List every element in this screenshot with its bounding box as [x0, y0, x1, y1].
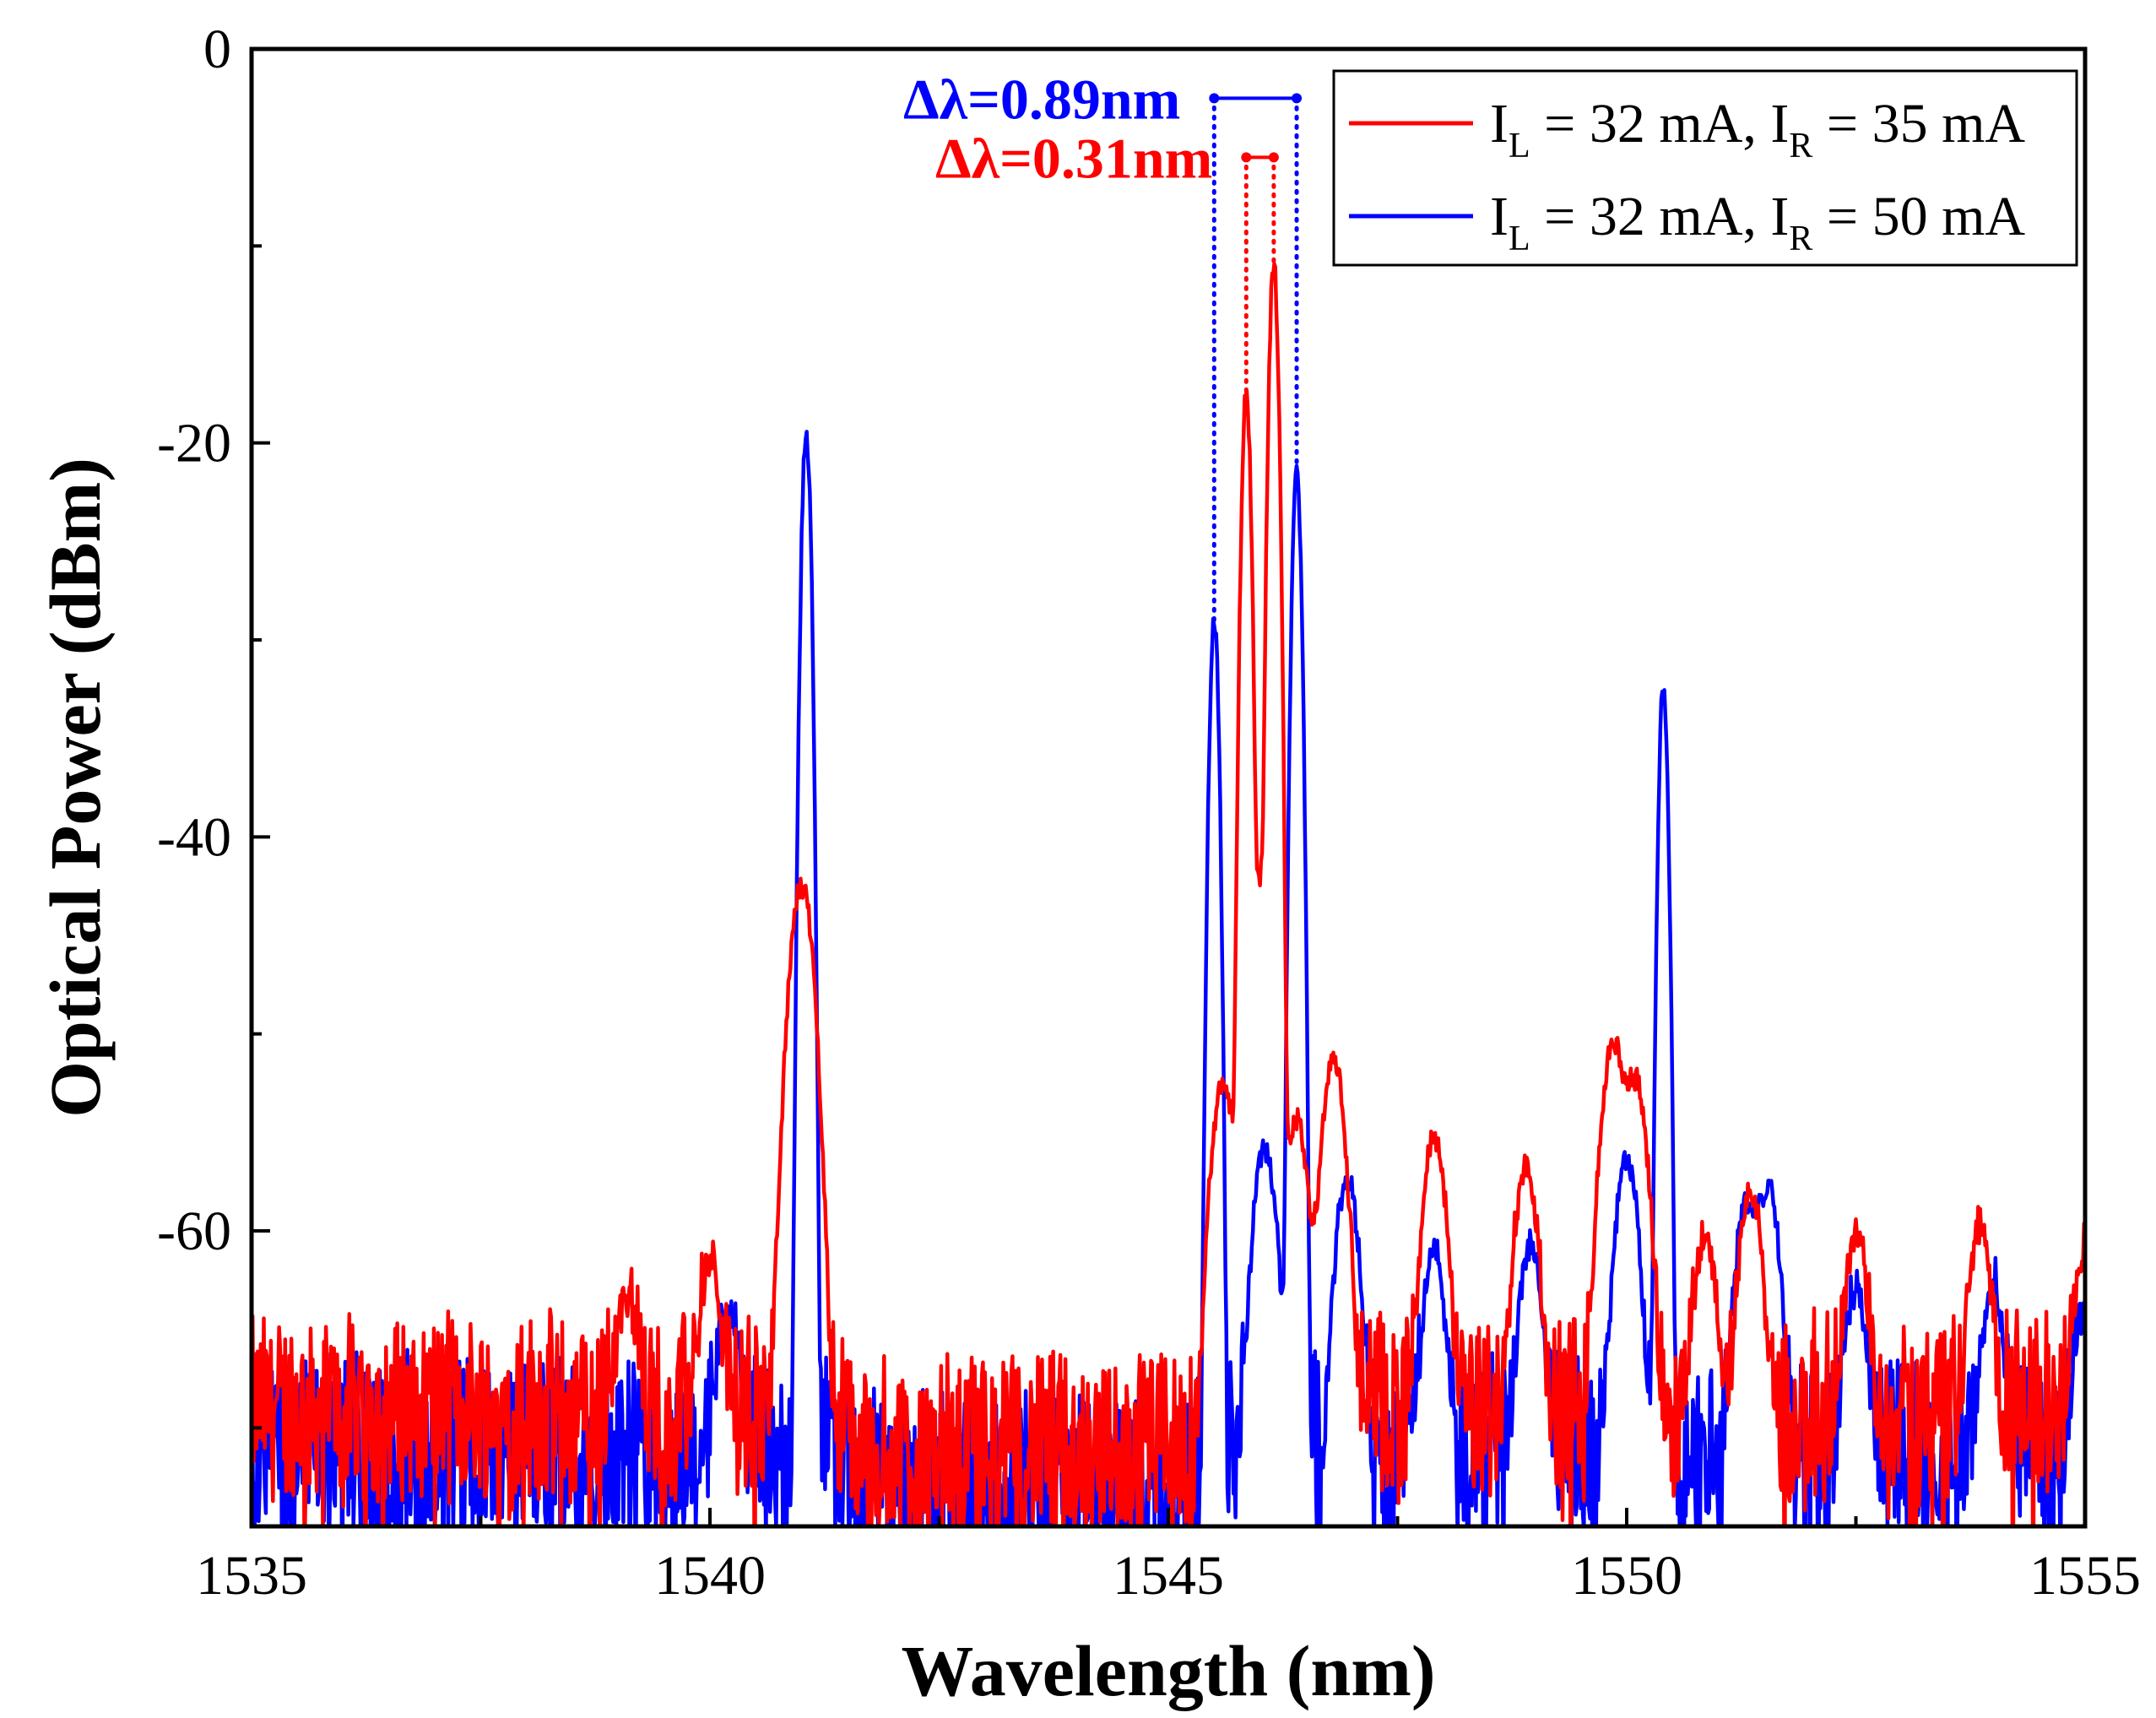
delta-endpoint: [1268, 152, 1279, 163]
series-line-1: [252, 262, 2085, 1526]
legend-text-part: = 50 mA: [1812, 186, 2025, 247]
y-axis-title: Optical Power (dBm): [35, 458, 116, 1118]
x-tick-label: 1555: [2029, 1545, 2141, 1607]
delta-endpoint: [1209, 93, 1220, 104]
legend-subscript: R: [1789, 219, 1812, 258]
delta-endpoint: [1292, 93, 1303, 104]
delta-lambda-label: Δλ=0.89nm: [903, 67, 1180, 131]
legend-subscript: L: [1509, 127, 1530, 165]
delta-endpoint: [1241, 152, 1252, 163]
x-tick-label: 1535: [196, 1545, 307, 1607]
x-tick-label: 1550: [1571, 1545, 1682, 1607]
legend-text-part: I: [1490, 93, 1509, 154]
legend-box: [1332, 69, 2078, 267]
x-tick-label: 1540: [654, 1545, 766, 1607]
legend-text-part: I: [1490, 186, 1509, 247]
legend-text-part: = 32 mA, I: [1530, 93, 1790, 154]
delta-lambda-label: Δλ=0.31nm: [935, 126, 1212, 190]
y-tick-label: -60: [157, 1200, 231, 1262]
x-tick-label: 1545: [1113, 1545, 1224, 1607]
legend-text-part: = 35 mA: [1812, 93, 2025, 154]
x-axis-title: Wavelength (nm): [901, 1630, 1435, 1711]
tick-layer: 1535 1540 1545 1550 1555 0 -20 -40 -60: [157, 19, 2141, 1607]
legend-subscript: L: [1509, 219, 1530, 258]
plot-frame: [249, 46, 2088, 1529]
legend-label-2: IL = 32 mA, IR = 50 mA: [1490, 186, 2025, 258]
legend-subscript: R: [1789, 127, 1812, 165]
y-tick-label: -20: [157, 413, 231, 474]
y-tick-label: -40: [157, 806, 231, 868]
legend-text-part: = 32 mA, I: [1530, 186, 1790, 247]
legend-label-1: IL = 32 mA, IR = 35 mA: [1490, 93, 2025, 165]
series-layer: [252, 262, 2085, 1526]
y-tick-label: 0: [203, 19, 231, 80]
